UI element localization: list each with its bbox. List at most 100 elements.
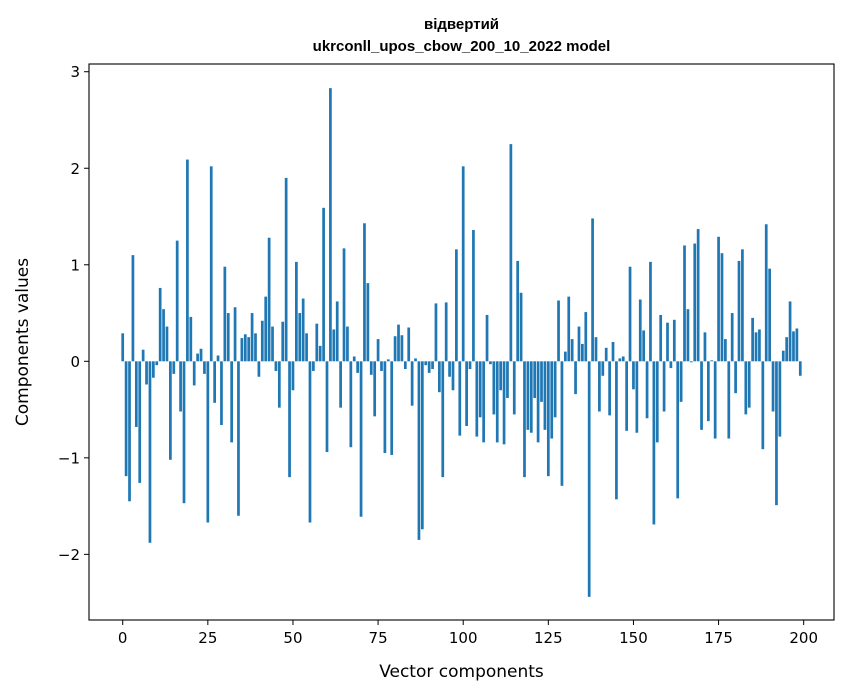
bar (468, 361, 472, 370)
bar (145, 361, 148, 385)
chart-title-line2: ukrconll_upos_cbow_200_10_2022 model (313, 38, 611, 55)
chart-title-line1: відвертий (424, 16, 499, 33)
y-tick-label: −2 (58, 546, 80, 564)
bar (509, 144, 513, 362)
bar (700, 361, 703, 430)
bar (465, 361, 468, 426)
bar (720, 253, 724, 362)
bar (499, 361, 503, 391)
bar (584, 312, 588, 362)
bar (386, 359, 390, 362)
bar (410, 361, 414, 406)
x-tick-label: 25 (198, 629, 217, 647)
bar (162, 309, 165, 362)
bar (560, 361, 564, 486)
bar (710, 360, 714, 362)
bar (567, 296, 571, 362)
bar (645, 361, 649, 419)
bar (175, 240, 179, 362)
bar (373, 361, 377, 417)
bar (390, 361, 394, 455)
bar (301, 298, 305, 362)
bar (141, 349, 145, 362)
bar (366, 283, 370, 362)
bar (448, 361, 451, 377)
bar (237, 361, 240, 516)
bar (730, 313, 734, 362)
bar (240, 338, 244, 362)
y-tick-label: 0 (70, 353, 80, 371)
bar (550, 361, 554, 439)
bar (148, 361, 152, 543)
bar (325, 361, 329, 453)
bar (220, 361, 223, 426)
bar (342, 248, 346, 362)
bar (196, 353, 199, 362)
bar (441, 361, 445, 478)
bar (124, 361, 128, 477)
bar (591, 218, 594, 362)
bar (414, 358, 417, 362)
bar (134, 361, 138, 427)
bar (151, 361, 155, 378)
bar (291, 361, 295, 391)
bar (506, 361, 509, 398)
bar (209, 166, 213, 362)
bar (400, 335, 404, 362)
bar (478, 361, 482, 418)
bar (495, 361, 499, 443)
bar (482, 361, 485, 443)
x-tick-label: 0 (118, 629, 128, 647)
bar (230, 361, 234, 443)
x-tick-label: 75 (369, 629, 388, 647)
bar (203, 361, 206, 374)
y-axis-label: Components values (13, 258, 33, 426)
bar (179, 361, 182, 412)
bar (689, 361, 693, 363)
bar (526, 361, 530, 430)
x-tick-label: 200 (789, 629, 818, 647)
bar (186, 159, 189, 362)
y-axis-ticks: −2 −1 0 1 2 3 (58, 63, 89, 564)
bar (693, 243, 697, 362)
bar (138, 361, 142, 483)
bar (260, 320, 264, 362)
plot-frame (88, 63, 835, 621)
bar (771, 361, 775, 412)
bar (655, 361, 659, 443)
bar (128, 361, 131, 502)
bar (233, 307, 237, 362)
bar (703, 332, 707, 362)
bar (189, 316, 193, 362)
bar (751, 317, 754, 362)
bar (131, 255, 135, 362)
y-tick-label: 1 (70, 256, 80, 274)
bar (332, 329, 336, 362)
x-tick-label: 175 (704, 629, 733, 647)
bar (598, 361, 601, 412)
bar (618, 358, 622, 362)
bar (761, 361, 765, 450)
bar (284, 177, 288, 362)
x-tick-label: 50 (283, 629, 302, 647)
bar (638, 299, 642, 362)
bar (485, 314, 489, 362)
bar (758, 329, 761, 362)
bar (247, 337, 251, 362)
bar (649, 261, 652, 362)
bar (601, 361, 605, 376)
bar (475, 361, 479, 437)
bar (295, 261, 298, 362)
bar (652, 361, 656, 525)
bar (155, 361, 159, 366)
bar (734, 361, 737, 394)
bar (792, 331, 795, 362)
bar (305, 333, 308, 362)
bar (587, 361, 591, 597)
bar (438, 361, 441, 393)
bar (172, 361, 176, 374)
bar (213, 361, 216, 403)
bar (577, 326, 581, 362)
bar (199, 348, 203, 362)
bar (672, 319, 676, 362)
